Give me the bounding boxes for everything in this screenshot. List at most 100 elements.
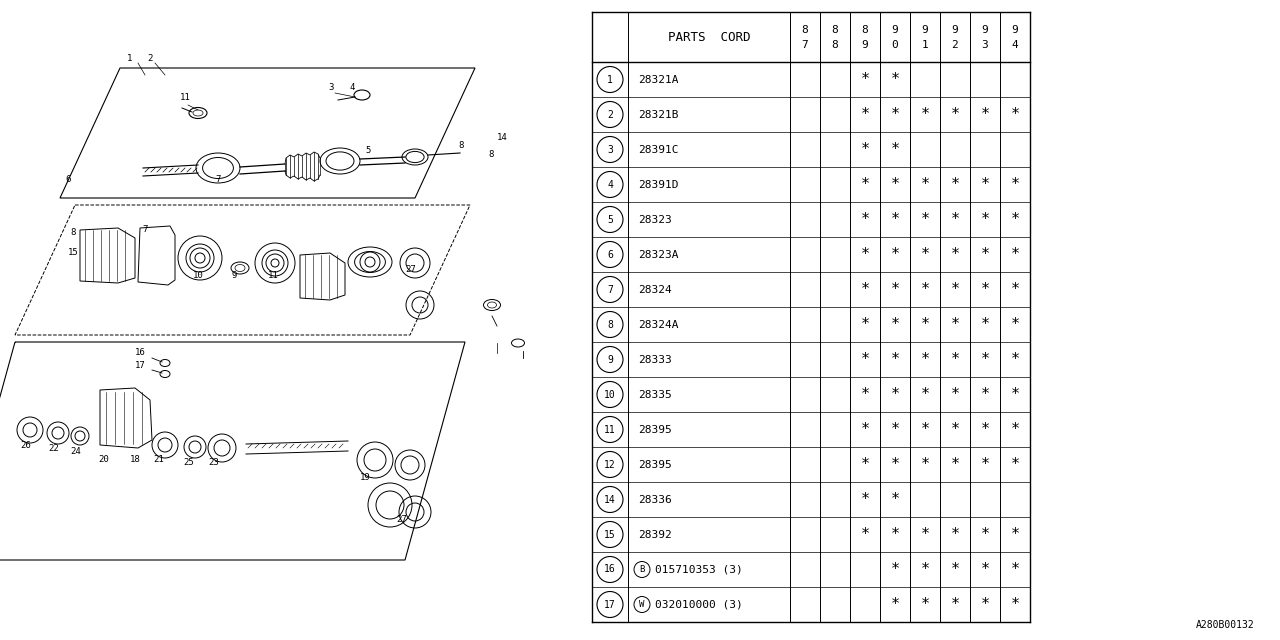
Text: 8: 8 <box>458 141 463 150</box>
Text: *: * <box>920 457 929 472</box>
Text: 032010000 (3): 032010000 (3) <box>655 600 742 609</box>
Text: *: * <box>951 422 960 437</box>
Text: *: * <box>891 212 900 227</box>
Text: 28336: 28336 <box>637 495 672 504</box>
Text: *: * <box>891 387 900 402</box>
Text: 28321B: 28321B <box>637 109 678 120</box>
Text: 25: 25 <box>183 458 193 467</box>
Text: 5: 5 <box>607 214 613 225</box>
Text: 8: 8 <box>832 25 838 35</box>
Text: 6: 6 <box>607 250 613 259</box>
Text: *: * <box>860 492 869 507</box>
Text: *: * <box>980 527 989 542</box>
Text: 21: 21 <box>154 455 164 464</box>
Text: 27: 27 <box>404 265 416 274</box>
Text: 7: 7 <box>607 285 613 294</box>
Text: 8: 8 <box>70 228 76 237</box>
Text: 2: 2 <box>147 54 152 63</box>
Text: 11: 11 <box>268 271 279 280</box>
Text: *: * <box>1010 247 1020 262</box>
Text: 27: 27 <box>396 515 407 524</box>
Text: 15: 15 <box>604 529 616 540</box>
Text: 14: 14 <box>604 495 616 504</box>
Text: *: * <box>1010 562 1020 577</box>
Text: *: * <box>980 562 989 577</box>
Text: 12: 12 <box>604 460 616 470</box>
Text: 14: 14 <box>497 133 508 142</box>
Text: 7: 7 <box>215 175 220 184</box>
Text: 23: 23 <box>207 458 219 467</box>
Text: 28321A: 28321A <box>637 74 678 84</box>
Text: *: * <box>1010 457 1020 472</box>
Text: 28395: 28395 <box>637 424 672 435</box>
Text: *: * <box>1010 352 1020 367</box>
Text: 9: 9 <box>951 25 959 35</box>
Text: *: * <box>1010 597 1020 612</box>
Text: 4: 4 <box>607 179 613 189</box>
Text: *: * <box>860 142 869 157</box>
Text: *: * <box>1010 282 1020 297</box>
Text: 1: 1 <box>607 74 613 84</box>
Text: *: * <box>920 352 929 367</box>
Text: *: * <box>980 282 989 297</box>
Text: *: * <box>980 177 989 192</box>
Text: *: * <box>920 422 929 437</box>
Text: *: * <box>920 107 929 122</box>
Text: 4: 4 <box>349 83 356 92</box>
Text: 8: 8 <box>861 25 868 35</box>
Text: 9: 9 <box>922 25 928 35</box>
Text: 16: 16 <box>604 564 616 575</box>
Text: *: * <box>860 107 869 122</box>
Text: 4: 4 <box>1011 40 1019 50</box>
Text: *: * <box>1010 387 1020 402</box>
Text: 28333: 28333 <box>637 355 672 365</box>
Text: 28391C: 28391C <box>637 145 678 154</box>
Text: 9: 9 <box>607 355 613 365</box>
Text: *: * <box>951 352 960 367</box>
Text: *: * <box>860 282 869 297</box>
Text: 8: 8 <box>832 40 838 50</box>
Text: 3: 3 <box>607 145 613 154</box>
Text: *: * <box>1010 422 1020 437</box>
Text: *: * <box>891 492 900 507</box>
Text: *: * <box>980 107 989 122</box>
Text: *: * <box>980 352 989 367</box>
Text: 20: 20 <box>99 455 109 464</box>
Text: 8: 8 <box>488 150 493 159</box>
Text: *: * <box>920 562 929 577</box>
Text: *: * <box>891 142 900 157</box>
Text: 9: 9 <box>861 40 868 50</box>
Text: 17: 17 <box>134 361 146 370</box>
Text: 17: 17 <box>604 600 616 609</box>
Text: *: * <box>951 247 960 262</box>
Text: 9: 9 <box>232 271 237 280</box>
Text: *: * <box>891 562 900 577</box>
Text: *: * <box>860 177 869 192</box>
Text: *: * <box>951 212 960 227</box>
Text: 18: 18 <box>131 455 141 464</box>
Text: 5: 5 <box>365 146 370 155</box>
Text: *: * <box>1010 212 1020 227</box>
Text: 7: 7 <box>142 225 147 234</box>
Text: 3: 3 <box>982 40 988 50</box>
Text: 8: 8 <box>801 25 809 35</box>
Text: 7: 7 <box>801 40 809 50</box>
Text: *: * <box>951 317 960 332</box>
Text: *: * <box>980 457 989 472</box>
Text: *: * <box>860 352 869 367</box>
Text: *: * <box>891 317 900 332</box>
Text: *: * <box>891 597 900 612</box>
Text: *: * <box>860 527 869 542</box>
Text: *: * <box>951 107 960 122</box>
Text: 1: 1 <box>922 40 928 50</box>
Text: 24: 24 <box>70 447 81 456</box>
Text: *: * <box>891 422 900 437</box>
Text: *: * <box>891 527 900 542</box>
Text: *: * <box>920 247 929 262</box>
Text: *: * <box>980 597 989 612</box>
Text: *: * <box>980 422 989 437</box>
Text: *: * <box>980 212 989 227</box>
Text: *: * <box>980 247 989 262</box>
Text: *: * <box>891 457 900 472</box>
Text: 1: 1 <box>127 54 132 63</box>
